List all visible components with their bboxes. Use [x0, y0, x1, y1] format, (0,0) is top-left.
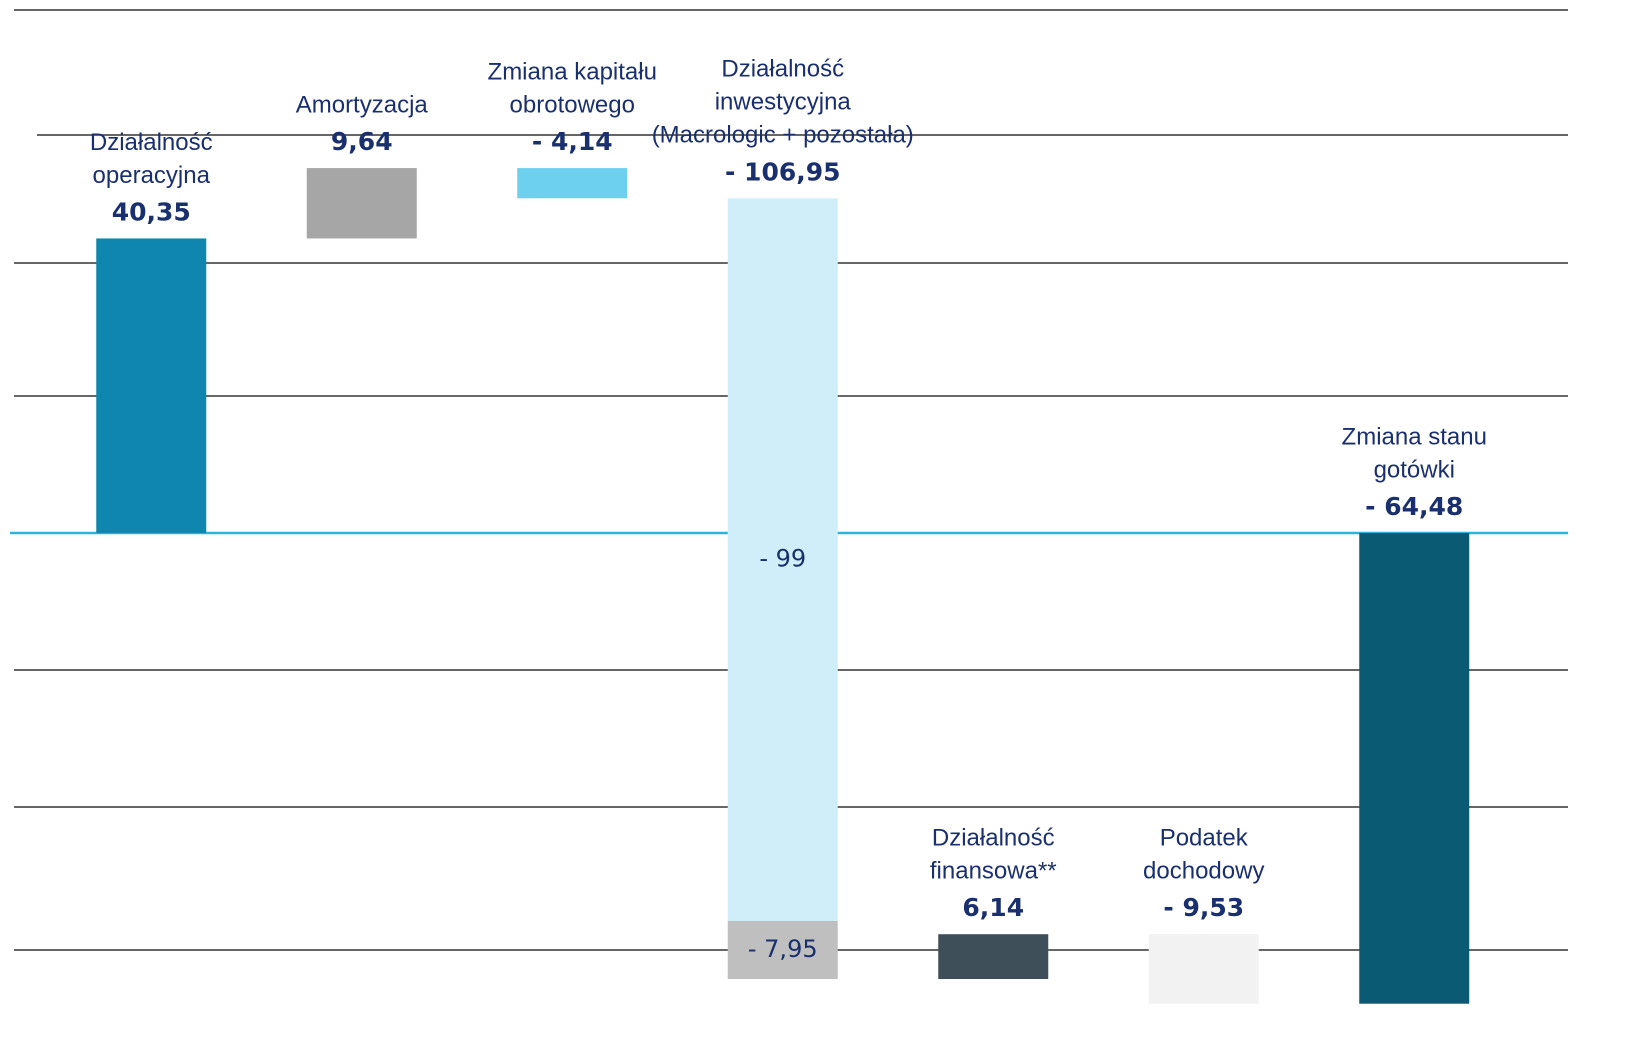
category-label: obrotowego — [510, 91, 635, 118]
bar: - 99 - 7,95 — [727, 198, 838, 980]
bar — [517, 168, 628, 199]
category-label: (Macrologic + pozostała) — [652, 122, 914, 149]
category-label: Zmiana kapitału — [488, 58, 657, 85]
bar — [1359, 533, 1470, 1004]
category-label: operacyjna — [93, 162, 211, 189]
category-label: Zmiana stanu — [1342, 423, 1487, 450]
segment-label: - 7,95 — [748, 935, 818, 963]
category-label: Działalność — [90, 129, 213, 156]
category-label: Działalność — [932, 825, 1055, 852]
bar — [938, 934, 1049, 980]
value-label: - 64,48 — [1365, 492, 1463, 521]
value-label: 40,35 — [112, 197, 191, 226]
category-label: dochodowy — [1143, 858, 1264, 885]
value-label: 6,14 — [962, 893, 1024, 922]
value-label: - 106,95 — [725, 157, 841, 186]
category-label: finansowa** — [930, 858, 1057, 885]
bar — [306, 168, 417, 239]
bar — [1148, 934, 1259, 1004]
category-label: gotówki — [1374, 456, 1455, 483]
bar-segment — [727, 920, 838, 980]
segment-label: - 99 — [759, 545, 806, 573]
value-label: 9,64 — [331, 127, 393, 156]
value-label: - 4,14 — [532, 127, 613, 156]
category-label: Amortyzacja — [296, 91, 429, 118]
value-label: - 9,53 — [1163, 893, 1244, 922]
category-label: Podatek — [1160, 825, 1249, 852]
bar — [96, 238, 207, 533]
bar-segment — [727, 198, 838, 921]
category-label: inwestycyjna — [715, 89, 852, 116]
category-label: Działalność — [721, 56, 844, 83]
